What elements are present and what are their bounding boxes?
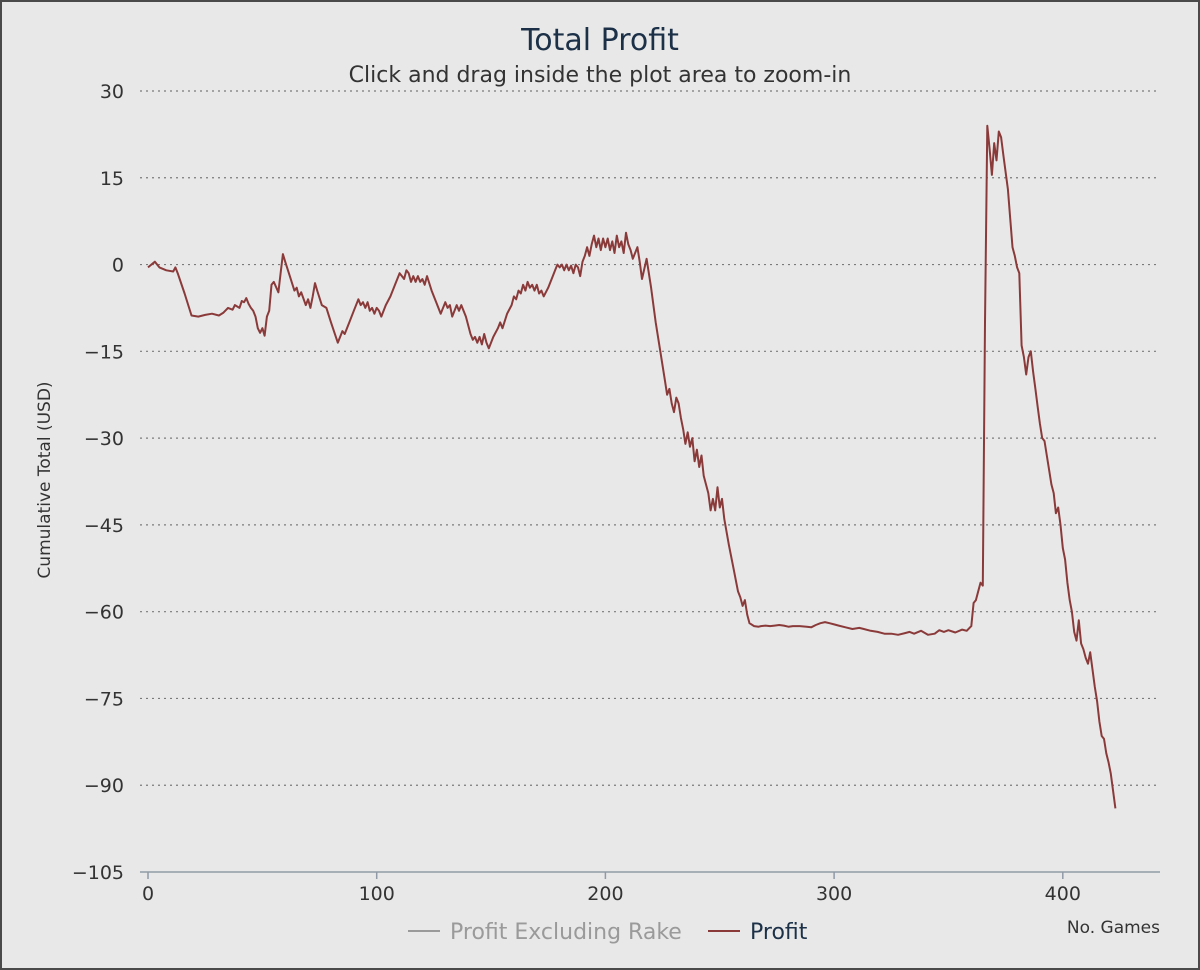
chart-subtitle: Click and drag inside the plot area to z…: [349, 63, 852, 88]
x-tick-label: 400: [1045, 883, 1081, 905]
legend-item[interactable]: Profit Excluding Rake: [408, 920, 682, 945]
y-axis-ticks: 30 15 0 −15 −30 −45 −60 −75 −90 −105: [72, 81, 124, 884]
y-tick-label: −30: [84, 428, 124, 450]
y-tick-label: −15: [84, 341, 124, 363]
series-layer[interactable]: [147, 124, 1117, 809]
x-tick-label: 0: [142, 883, 154, 905]
y-tick-label: 30: [100, 81, 124, 103]
y-tick-label: −105: [72, 862, 124, 884]
grid-lines: [140, 90, 1160, 786]
legend[interactable]: Profit Excluding Rake Profit: [408, 920, 808, 945]
x-tick-label: 200: [587, 883, 623, 905]
legend-item[interactable]: Profit: [708, 920, 808, 945]
y-axis-label: Cumulative Total (USD): [35, 381, 55, 578]
y-tick-label: −90: [84, 775, 124, 797]
x-axis-label: No. Games: [1067, 918, 1160, 938]
legend-label: Profit: [750, 920, 808, 945]
x-tick-label: 100: [359, 883, 395, 905]
y-tick-label: −60: [84, 602, 124, 624]
y-tick-label: −45: [84, 515, 124, 537]
x-axis: 0 100 200 300 400: [140, 871, 1160, 905]
legend-label: Profit Excluding Rake: [450, 920, 682, 945]
chart-title: Total Profit: [520, 23, 679, 58]
y-tick-label: 15: [100, 168, 124, 190]
y-tick-label: 0: [112, 255, 124, 277]
series-line-profit[interactable]: [147, 124, 1117, 809]
x-tick-label: 300: [816, 883, 852, 905]
y-tick-label: −75: [84, 688, 124, 710]
